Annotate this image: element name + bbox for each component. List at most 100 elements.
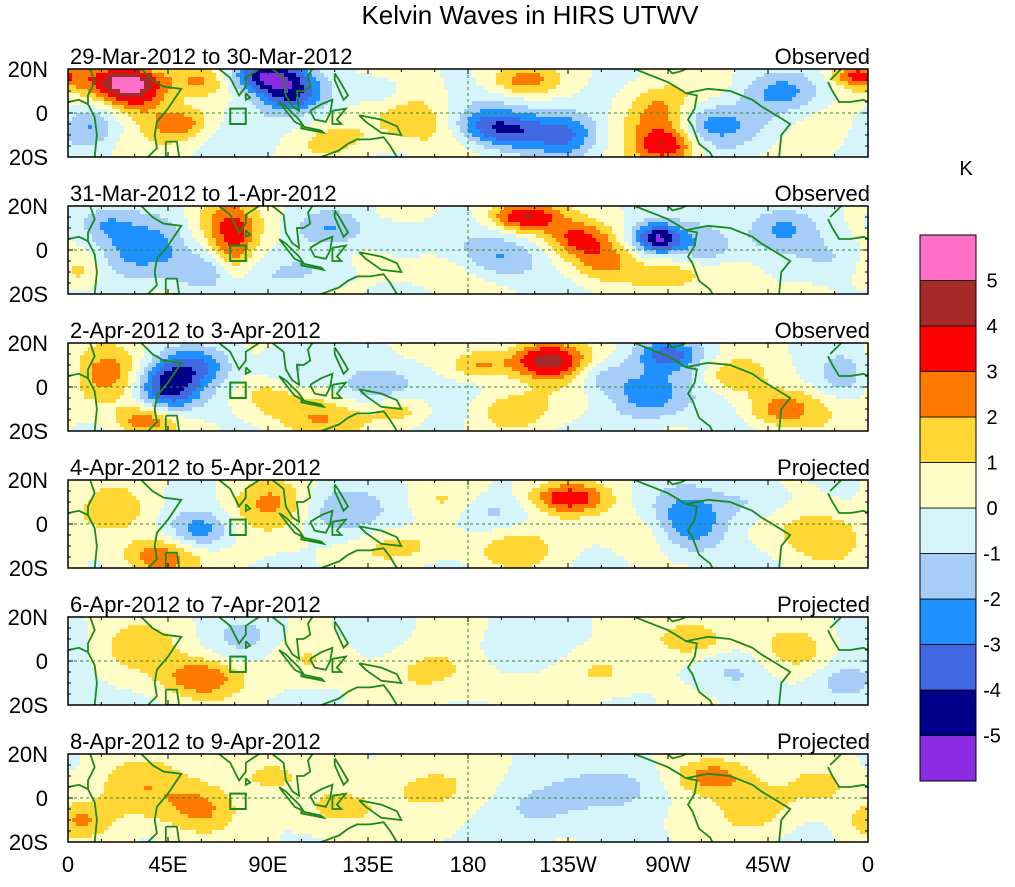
field-cell [388, 105, 393, 110]
field-cell [704, 153, 709, 157]
field-cell [480, 206, 485, 211]
field-cell [576, 89, 581, 94]
field-cell [408, 125, 413, 130]
field-cell [812, 93, 817, 98]
field-cell [648, 77, 653, 82]
field-cell [472, 89, 477, 94]
field-cell [784, 129, 789, 134]
field-cell [812, 145, 817, 150]
field-cell [220, 117, 225, 122]
field-cell [88, 117, 93, 122]
field-cell [812, 149, 817, 154]
field-cell [748, 85, 753, 90]
field-cell [540, 145, 545, 150]
field-cell [76, 109, 81, 114]
field-cell [744, 81, 749, 86]
field-cell [508, 137, 513, 142]
field-cell [316, 210, 321, 215]
field-cell [692, 77, 697, 82]
field-cell [296, 93, 301, 98]
field-cell [848, 141, 853, 146]
field-cell [328, 214, 333, 219]
field-cell [456, 93, 461, 98]
field-cell [168, 214, 173, 219]
field-cell [136, 89, 141, 94]
field-cell [664, 133, 669, 138]
field-cell [316, 105, 321, 110]
field-cell [712, 133, 717, 138]
field-cell [564, 109, 569, 114]
field-cell [200, 133, 205, 138]
field-cell [772, 206, 777, 211]
field-cell [468, 73, 473, 78]
field-cell [644, 125, 649, 130]
field-cell [292, 206, 297, 211]
field-cell [420, 129, 425, 134]
field-cell [632, 105, 637, 110]
field-cell [328, 121, 333, 126]
field-cell [652, 137, 657, 142]
field-cell [68, 85, 73, 90]
field-cell [852, 137, 857, 142]
field-cell [540, 129, 545, 134]
field-cell [68, 77, 73, 82]
field-cell [684, 77, 689, 82]
field-cell [536, 89, 541, 94]
field-cell [224, 93, 229, 98]
field-cell [428, 121, 433, 126]
field-cell [368, 125, 373, 130]
field-cell [500, 73, 505, 78]
field-cell [104, 129, 109, 134]
field-cell [568, 113, 573, 118]
field-cell [380, 153, 385, 157]
field-cell [316, 85, 321, 90]
field-cell [360, 121, 365, 126]
field-cell [676, 125, 681, 130]
field-cell [796, 129, 801, 134]
field-cell [856, 125, 861, 130]
field-cell [552, 125, 557, 130]
field-cell [816, 210, 821, 215]
field-cell [720, 69, 725, 74]
field-cell [460, 210, 465, 215]
field-cell [832, 121, 837, 126]
field-cell [436, 133, 441, 138]
field-cell [328, 137, 333, 142]
field-cell [736, 97, 741, 102]
field-cell [480, 69, 485, 74]
field-cell [500, 101, 505, 106]
field-cell [336, 105, 341, 110]
field-cell [420, 133, 425, 138]
field-cell [148, 73, 153, 78]
field-cell [520, 210, 525, 215]
field-cell [392, 141, 397, 146]
field-cell [852, 101, 857, 106]
field-cell [220, 210, 225, 215]
field-cell [204, 129, 209, 134]
field-cell [204, 133, 209, 138]
field-cell [452, 133, 457, 138]
field-cell [488, 117, 493, 122]
field-cell [392, 129, 397, 134]
field-cell [204, 125, 209, 130]
field-cell [288, 125, 293, 130]
field-cell [728, 93, 733, 98]
field-cell [824, 89, 829, 94]
field-cell [404, 81, 409, 86]
field-cell [740, 121, 745, 126]
field-cell [120, 149, 125, 154]
field-cell [300, 129, 305, 134]
field-cell [840, 109, 845, 114]
field-cell [456, 85, 461, 90]
field-cell [92, 206, 97, 211]
field-cell [228, 141, 233, 146]
field-cell [68, 210, 73, 215]
field-cell [88, 85, 93, 90]
field-cell [860, 133, 865, 138]
field-cell [152, 101, 157, 106]
field-cell [628, 206, 633, 211]
field-cell [140, 153, 145, 157]
field-cell [184, 105, 189, 110]
field-cell [656, 133, 661, 138]
field-cell [208, 210, 213, 215]
